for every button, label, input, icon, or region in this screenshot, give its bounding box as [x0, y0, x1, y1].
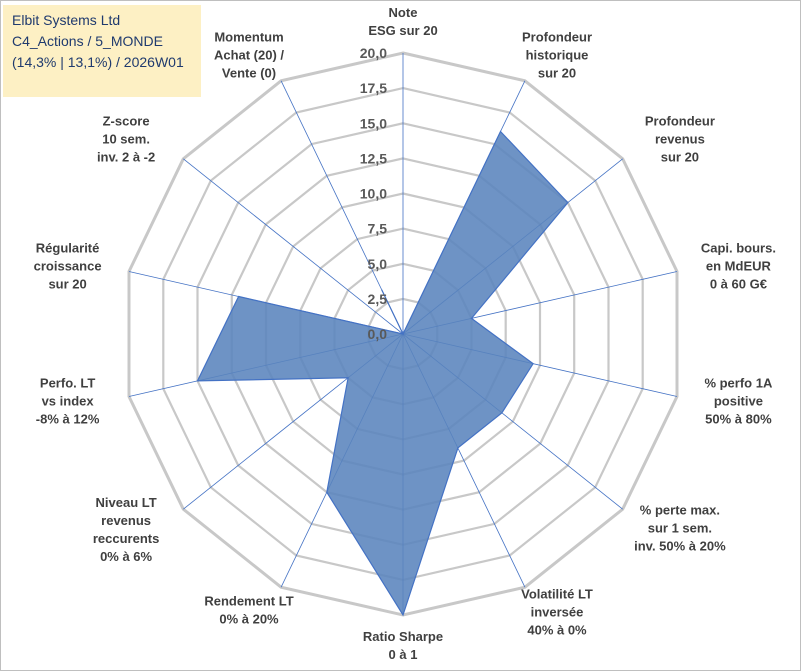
category-label: Perfo. LT vs index -8% à 12%	[36, 375, 100, 426]
tick-label: 7,5	[368, 221, 388, 237]
category-label-line: 0 à 1	[389, 647, 418, 662]
category-label-line: ESG sur 20	[368, 23, 437, 38]
category-label-line: historique	[526, 48, 589, 63]
category-label-line: revenus	[655, 132, 705, 147]
category-label-line: inversée	[531, 604, 584, 619]
tick-label: 10,0	[360, 186, 387, 202]
tick-label: 15,0	[360, 115, 387, 131]
category-label-line: Profondeur	[522, 30, 592, 45]
category-label: % perte max. sur 1 sem. inv. 50% à 20%	[634, 502, 726, 553]
title-box: Elbit Systems Ltd C4_Actions / 5_MONDE (…	[3, 5, 201, 97]
category-label-line: vs index	[42, 393, 95, 408]
category-label-line: Momentum	[214, 30, 283, 45]
tick-label: 5,0	[368, 256, 388, 272]
category-label-line: inv. 2 à -2	[97, 150, 155, 165]
category-label-line: positive	[714, 393, 763, 408]
category-label-line: sur 1 sem.	[648, 520, 712, 535]
category-label-line: 10 sem.	[102, 132, 150, 147]
category-label-line: Capi. bours.	[701, 241, 776, 256]
category-label-line: Achat (20) /	[214, 48, 284, 63]
category-label: Momentum Achat (20) / Vente (0)	[214, 30, 284, 81]
company-name: Elbit Systems Ltd	[12, 12, 121, 28]
category-label-line: Z-score	[103, 114, 150, 129]
category-label-line: 40% à 0%	[527, 622, 587, 637]
category-label: Rendement LT 0% à 20%	[204, 594, 293, 627]
category-label-line: 0 à 60 G€	[710, 277, 767, 292]
category-label-line: % perfo 1A	[704, 375, 773, 390]
category-label: Profondeur historique sur 20	[522, 30, 592, 81]
tick-label: 17,5	[360, 80, 387, 96]
category-label-line: % perte max.	[640, 502, 720, 517]
category-label-line: Niveau LT	[96, 495, 157, 510]
portfolio-path: C4_Actions / 5_MONDE	[12, 33, 163, 49]
category-label-line: sur 20	[48, 277, 86, 292]
tick-label: 2,5	[368, 291, 388, 307]
category-label-line: Note	[389, 5, 418, 20]
category-label-line: 0% à 20%	[219, 612, 279, 627]
tick-label: 0,0	[368, 326, 388, 342]
tick-label: 20,0	[360, 45, 387, 61]
category-label: Note ESG sur 20	[368, 5, 437, 38]
category-label: Z-score 10 sem. inv. 2 à -2	[97, 114, 155, 165]
category-label: % perfo 1A positive 50% à 80%	[704, 375, 773, 426]
category-label: Régularité croissance sur 20	[34, 241, 102, 292]
category-label: Niveau LT revenus reccurents 0% à 6%	[93, 495, 159, 564]
category-label-line: croissance	[34, 259, 102, 274]
category-label-line: Rendement LT	[204, 594, 293, 609]
category-label-line: en MdEUR	[706, 259, 772, 274]
category-label-line: sur 20	[661, 150, 699, 165]
category-label-line: Régularité	[36, 241, 100, 256]
tick-label: 12,5	[360, 150, 387, 166]
category-label-line: 0% à 6%	[100, 549, 152, 564]
category-label: Ratio Sharpe 0 à 1	[363, 629, 443, 662]
series-area	[196, 130, 569, 617]
radar-series	[196, 130, 569, 617]
category-label-line: revenus	[101, 513, 151, 528]
radial-tick-labels: 0,0 2,5 5,0 7,5 10,0 12,5 15,0 17,5 20,0	[360, 45, 387, 342]
category-label: Profondeur revenus sur 20	[645, 114, 715, 165]
category-labels: Note ESG sur 20 Profondeur historique sur 20…	[34, 5, 776, 662]
radar-spoke	[183, 158, 404, 335]
category-label-line: Vente (0)	[222, 66, 276, 81]
category-label-line: Perfo. LT	[40, 375, 95, 390]
category-label-line: Ratio Sharpe	[363, 629, 443, 644]
category-label-line: sur 20	[538, 66, 576, 81]
category-label-line: Profondeur	[645, 114, 715, 129]
category-label: Capi. bours. en MdEUR 0 à 60 G€	[701, 241, 776, 292]
category-label-line: inv. 50% à 20%	[634, 538, 726, 553]
category-label-line: Volatilité LT	[521, 586, 593, 601]
category-label: Volatilité LT inversée 40% à 0%	[521, 586, 593, 637]
category-label-line: reccurents	[93, 531, 159, 546]
category-label-line: -8% à 12%	[36, 411, 100, 426]
category-label-line: 50% à 80%	[705, 411, 772, 426]
performance-week: (14,3% | 13,1%) / 2026W01	[12, 54, 184, 70]
